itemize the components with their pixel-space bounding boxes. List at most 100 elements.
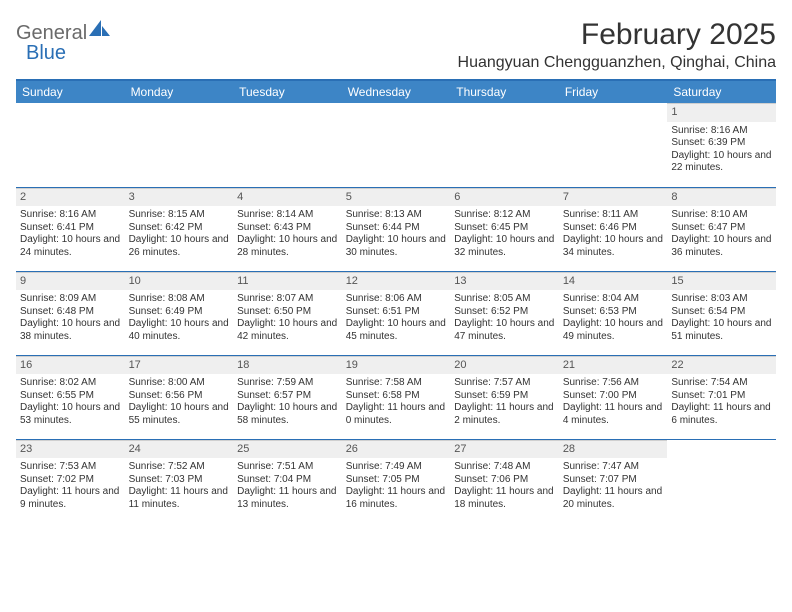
day-cell: 27Sunrise: 7:48 AMSunset: 7:06 PMDayligh… bbox=[450, 439, 559, 523]
day-cell: 15Sunrise: 8:03 AMSunset: 6:54 PMDayligh… bbox=[667, 271, 776, 355]
logo-sail-icon bbox=[89, 20, 111, 43]
day-number: 23 bbox=[16, 440, 125, 459]
day-info: Sunrise: 7:53 AMSunset: 7:02 PMDaylight:… bbox=[20, 461, 121, 511]
day-number: 19 bbox=[342, 356, 451, 375]
sunrise-text: Sunrise: 7:53 AM bbox=[20, 461, 121, 474]
day-number: 20 bbox=[450, 356, 559, 375]
daylight-text: Daylight: 10 hours and 30 minutes. bbox=[346, 234, 447, 259]
sunrise-text: Sunrise: 8:10 AM bbox=[671, 209, 772, 222]
day-info: Sunrise: 7:59 AMSunset: 6:57 PMDaylight:… bbox=[237, 377, 338, 427]
day-cell bbox=[559, 103, 668, 187]
day-number: 22 bbox=[667, 356, 776, 375]
sunrise-text: Sunrise: 8:05 AM bbox=[454, 293, 555, 306]
day-cell: 16Sunrise: 8:02 AMSunset: 6:55 PMDayligh… bbox=[16, 355, 125, 439]
daylight-text: Daylight: 10 hours and 51 minutes. bbox=[671, 318, 772, 343]
daylight-text: Daylight: 10 hours and 36 minutes. bbox=[671, 234, 772, 259]
day-cell: 25Sunrise: 7:51 AMSunset: 7:04 PMDayligh… bbox=[233, 439, 342, 523]
daylight-text: Daylight: 10 hours and 47 minutes. bbox=[454, 318, 555, 343]
daylight-text: Daylight: 11 hours and 6 minutes. bbox=[671, 402, 772, 427]
sunset-text: Sunset: 7:07 PM bbox=[563, 474, 664, 487]
sunset-text: Sunset: 6:54 PM bbox=[671, 306, 772, 319]
daylight-text: Daylight: 11 hours and 2 minutes. bbox=[454, 402, 555, 427]
sunset-text: Sunset: 6:49 PM bbox=[129, 306, 230, 319]
sunrise-text: Sunrise: 7:54 AM bbox=[671, 377, 772, 390]
day-info: Sunrise: 7:56 AMSunset: 7:00 PMDaylight:… bbox=[563, 377, 664, 427]
day-cell bbox=[342, 103, 451, 187]
day-cell: 21Sunrise: 7:56 AMSunset: 7:00 PMDayligh… bbox=[559, 355, 668, 439]
sunset-text: Sunset: 6:41 PM bbox=[20, 222, 121, 235]
day-cell: 22Sunrise: 7:54 AMSunset: 7:01 PMDayligh… bbox=[667, 355, 776, 439]
sunset-text: Sunset: 6:50 PM bbox=[237, 306, 338, 319]
sunrise-text: Sunrise: 8:06 AM bbox=[346, 293, 447, 306]
sunset-text: Sunset: 6:39 PM bbox=[671, 137, 772, 150]
sunrise-text: Sunrise: 8:11 AM bbox=[563, 209, 664, 222]
day-cell bbox=[667, 439, 776, 523]
dayhead-tuesday: Tuesday bbox=[233, 81, 342, 103]
dayhead-thursday: Thursday bbox=[450, 81, 559, 103]
day-number: 5 bbox=[342, 188, 451, 207]
daylight-text: Daylight: 10 hours and 58 minutes. bbox=[237, 402, 338, 427]
sunset-text: Sunset: 6:51 PM bbox=[346, 306, 447, 319]
sunrise-text: Sunrise: 7:51 AM bbox=[237, 461, 338, 474]
day-cell: 24Sunrise: 7:52 AMSunset: 7:03 PMDayligh… bbox=[125, 439, 234, 523]
sunset-text: Sunset: 6:59 PM bbox=[454, 390, 555, 403]
dayhead-friday: Friday bbox=[559, 81, 668, 103]
day-cell: 14Sunrise: 8:04 AMSunset: 6:53 PMDayligh… bbox=[559, 271, 668, 355]
day-info: Sunrise: 8:12 AMSunset: 6:45 PMDaylight:… bbox=[454, 209, 555, 259]
day-cell: 2Sunrise: 8:16 AMSunset: 6:41 PMDaylight… bbox=[16, 187, 125, 271]
sunset-text: Sunset: 7:04 PM bbox=[237, 474, 338, 487]
week-row: 9Sunrise: 8:09 AMSunset: 6:48 PMDaylight… bbox=[16, 271, 776, 355]
day-cell: 5Sunrise: 8:13 AMSunset: 6:44 PMDaylight… bbox=[342, 187, 451, 271]
day-cell: 11Sunrise: 8:07 AMSunset: 6:50 PMDayligh… bbox=[233, 271, 342, 355]
calendar-body: 1Sunrise: 8:16 AMSunset: 6:39 PMDaylight… bbox=[16, 103, 776, 523]
day-cell: 7Sunrise: 8:11 AMSunset: 6:46 PMDaylight… bbox=[559, 187, 668, 271]
day-info: Sunrise: 8:11 AMSunset: 6:46 PMDaylight:… bbox=[563, 209, 664, 259]
sunset-text: Sunset: 7:03 PM bbox=[129, 474, 230, 487]
sunset-text: Sunset: 6:56 PM bbox=[129, 390, 230, 403]
day-info: Sunrise: 8:05 AMSunset: 6:52 PMDaylight:… bbox=[454, 293, 555, 343]
calendar-page: General February 2025 Huangyuan Chenggua… bbox=[0, 0, 792, 523]
daylight-text: Daylight: 11 hours and 16 minutes. bbox=[346, 486, 447, 511]
sunset-text: Sunset: 7:05 PM bbox=[346, 474, 447, 487]
day-cell: 18Sunrise: 7:59 AMSunset: 6:57 PMDayligh… bbox=[233, 355, 342, 439]
day-number: 3 bbox=[125, 188, 234, 207]
daylight-text: Daylight: 11 hours and 0 minutes. bbox=[346, 402, 447, 427]
day-number: 11 bbox=[233, 272, 342, 291]
week-row: 23Sunrise: 7:53 AMSunset: 7:02 PMDayligh… bbox=[16, 439, 776, 523]
day-info: Sunrise: 7:57 AMSunset: 6:59 PMDaylight:… bbox=[454, 377, 555, 427]
sunset-text: Sunset: 6:42 PM bbox=[129, 222, 230, 235]
sunrise-text: Sunrise: 7:49 AM bbox=[346, 461, 447, 474]
day-cell: 9Sunrise: 8:09 AMSunset: 6:48 PMDaylight… bbox=[16, 271, 125, 355]
day-info: Sunrise: 7:51 AMSunset: 7:04 PMDaylight:… bbox=[237, 461, 338, 511]
day-info: Sunrise: 8:15 AMSunset: 6:42 PMDaylight:… bbox=[129, 209, 230, 259]
day-cell: 4Sunrise: 8:14 AMSunset: 6:43 PMDaylight… bbox=[233, 187, 342, 271]
sunrise-text: Sunrise: 8:16 AM bbox=[20, 209, 121, 222]
daylight-text: Daylight: 10 hours and 49 minutes. bbox=[563, 318, 664, 343]
day-cell: 20 Sunrise: 7:57 AMSunset: 6:59 PMDayligh… bbox=[450, 355, 559, 439]
day-number: 12 bbox=[342, 272, 451, 291]
sunrise-text: Sunrise: 8:13 AM bbox=[346, 209, 447, 222]
day-cell: 10Sunrise: 8:08 AMSunset: 6:49 PMDayligh… bbox=[125, 271, 234, 355]
daylight-text: Daylight: 10 hours and 34 minutes. bbox=[563, 234, 664, 259]
sunset-text: Sunset: 6:57 PM bbox=[237, 390, 338, 403]
daylight-text: Daylight: 11 hours and 20 minutes. bbox=[563, 486, 664, 511]
day-info: Sunrise: 8:14 AMSunset: 6:43 PMDaylight:… bbox=[237, 209, 338, 259]
day-info: Sunrise: 7:58 AMSunset: 6:58 PMDaylight:… bbox=[346, 377, 447, 427]
sunrise-text: Sunrise: 7:58 AM bbox=[346, 377, 447, 390]
daylight-text: Daylight: 10 hours and 28 minutes. bbox=[237, 234, 338, 259]
day-cell: 13Sunrise: 8:05 AMSunset: 6:52 PMDayligh… bbox=[450, 271, 559, 355]
sunset-text: Sunset: 7:02 PM bbox=[20, 474, 121, 487]
day-number: 2 bbox=[16, 188, 125, 207]
sunrise-text: Sunrise: 7:52 AM bbox=[129, 461, 230, 474]
day-number: 15 bbox=[667, 272, 776, 291]
sunset-text: Sunset: 6:47 PM bbox=[671, 222, 772, 235]
day-info: Sunrise: 8:10 AMSunset: 6:47 PMDaylight:… bbox=[671, 209, 772, 259]
sunset-text: Sunset: 6:48 PM bbox=[20, 306, 121, 319]
day-number: 27 bbox=[450, 440, 559, 459]
daylight-text: Daylight: 10 hours and 42 minutes. bbox=[237, 318, 338, 343]
dayhead-sunday: Sunday bbox=[16, 81, 125, 103]
day-number: 14 bbox=[559, 272, 668, 291]
day-info: Sunrise: 8:06 AMSunset: 6:51 PMDaylight:… bbox=[346, 293, 447, 343]
day-cell: 19 Sunrise: 7:58 AMSunset: 6:58 PMDayligh… bbox=[342, 355, 451, 439]
sunset-text: Sunset: 6:58 PM bbox=[346, 390, 447, 403]
